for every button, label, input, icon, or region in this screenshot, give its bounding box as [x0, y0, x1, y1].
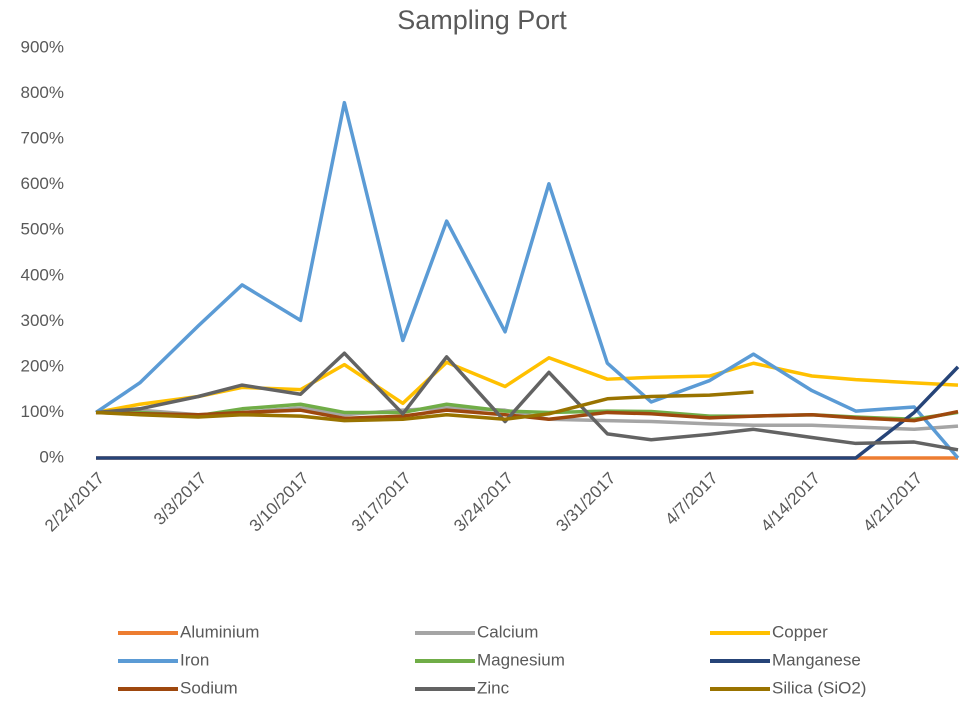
- legend-label: Copper: [772, 622, 828, 641]
- series-line: [95, 356, 959, 415]
- x-tick-label: 3/10/2017: [246, 469, 313, 536]
- series-line: [96, 365, 960, 460]
- x-tick-label: 4/7/2017: [661, 469, 721, 529]
- x-tick-label: 4/14/2017: [757, 469, 824, 536]
- y-tick-label: 600%: [21, 174, 64, 193]
- legend-label: Magnesium: [477, 650, 565, 669]
- x-tick-label: 3/3/2017: [150, 469, 210, 529]
- series-line: [95, 100, 960, 460]
- x-tick-label: 2/24/2017: [41, 469, 108, 536]
- x-tick-label: 3/17/2017: [348, 469, 415, 536]
- legend-label: Iron: [180, 650, 209, 669]
- y-tick-label: 300%: [21, 311, 64, 330]
- legend-label: Manganese: [772, 650, 861, 669]
- x-tick-label: 3/31/2017: [552, 469, 619, 536]
- y-tick-label: 500%: [21, 220, 64, 239]
- y-tick-label: 700%: [21, 129, 64, 148]
- legend-label: Aluminium: [180, 622, 259, 641]
- y-tick-label: 400%: [21, 265, 64, 284]
- x-tick-label: 3/24/2017: [450, 469, 517, 536]
- x-tick-label: 4/21/2017: [859, 469, 926, 536]
- y-tick-label: 900%: [21, 37, 64, 56]
- y-tick-label: 200%: [21, 356, 64, 375]
- chart-title: Sampling Port: [397, 5, 567, 35]
- legend-label: Calcium: [477, 622, 538, 641]
- y-tick-label: 0%: [39, 447, 64, 466]
- legend-label: Zinc: [477, 678, 510, 697]
- series-line: [95, 351, 959, 452]
- series-line: [95, 390, 754, 423]
- legend-label: Sodium: [180, 678, 238, 697]
- legend-label: Silica (SiO2): [772, 678, 866, 697]
- y-tick-label: 100%: [21, 402, 64, 421]
- y-tick-label: 800%: [21, 83, 64, 102]
